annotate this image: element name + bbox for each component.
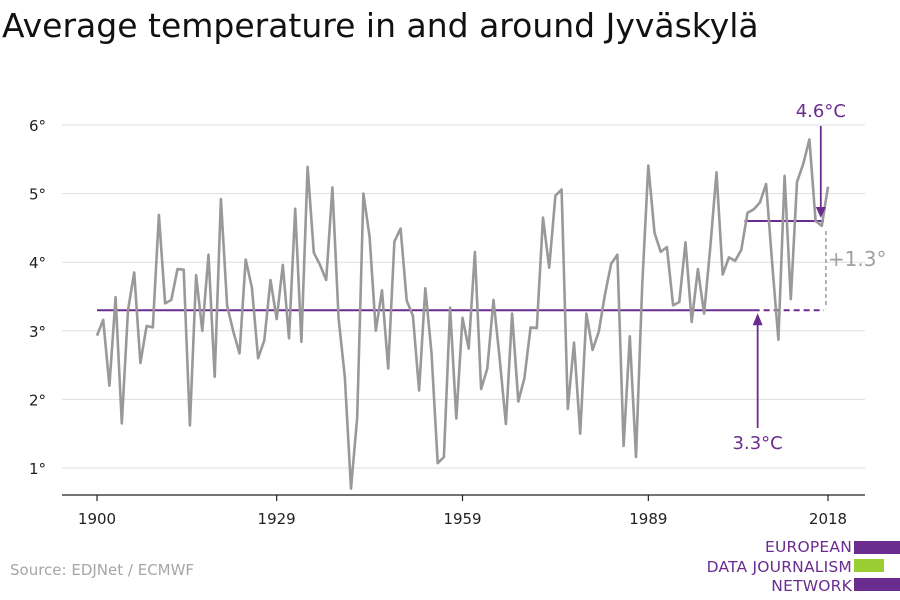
baseline-arrow-head	[752, 313, 763, 326]
logo-bar-top	[854, 541, 900, 554]
logo-bar-middle	[854, 559, 884, 572]
baseline-label: 3.3°C	[733, 433, 783, 454]
logo-bar-bottom	[854, 578, 900, 591]
x-tick-label: 2018	[809, 510, 847, 528]
y-tick-label: 3°	[29, 323, 46, 341]
y-tick-label: 6°	[29, 117, 46, 135]
recent-arrow-head	[815, 207, 826, 219]
chart-title: Average temperature in and around Jyväsk…	[2, 6, 759, 45]
logo-line-1: EUROPEAN	[764, 538, 852, 556]
annotations: 3.3°C 4.6°C +1.3°	[733, 101, 887, 454]
recent-label: 4.6°C	[796, 101, 846, 122]
source-note: Source: EDJNet / ECMWF	[10, 561, 195, 579]
series-layer	[95, 138, 830, 490]
logo-line-2: DATA JOURNALISM	[706, 558, 852, 576]
y-tick-label: 2°	[29, 391, 46, 409]
x-tick-label: 1929	[258, 510, 296, 528]
x-tick-label: 1959	[443, 510, 481, 528]
edjnet-logo[interactable]: EUROPEAN DATA JOURNALISM NETWORK	[700, 538, 900, 598]
axes: 1° 2° 3° 4° 5° 6° 1900 1929 1959 1989 2018	[29, 117, 865, 528]
y-tick-label: 4°	[29, 254, 46, 272]
y-tick-label: 1°	[29, 460, 46, 478]
reference-lines	[97, 220, 824, 312]
temperature-line	[95, 138, 830, 490]
x-tick-label: 1989	[629, 510, 667, 528]
y-tick-label: 5°	[29, 186, 46, 204]
change-label: +1.3°	[828, 247, 887, 271]
grid-lines	[62, 124, 865, 469]
x-tick-label: 1900	[78, 510, 116, 528]
logo-line-3: NETWORK	[771, 577, 852, 595]
